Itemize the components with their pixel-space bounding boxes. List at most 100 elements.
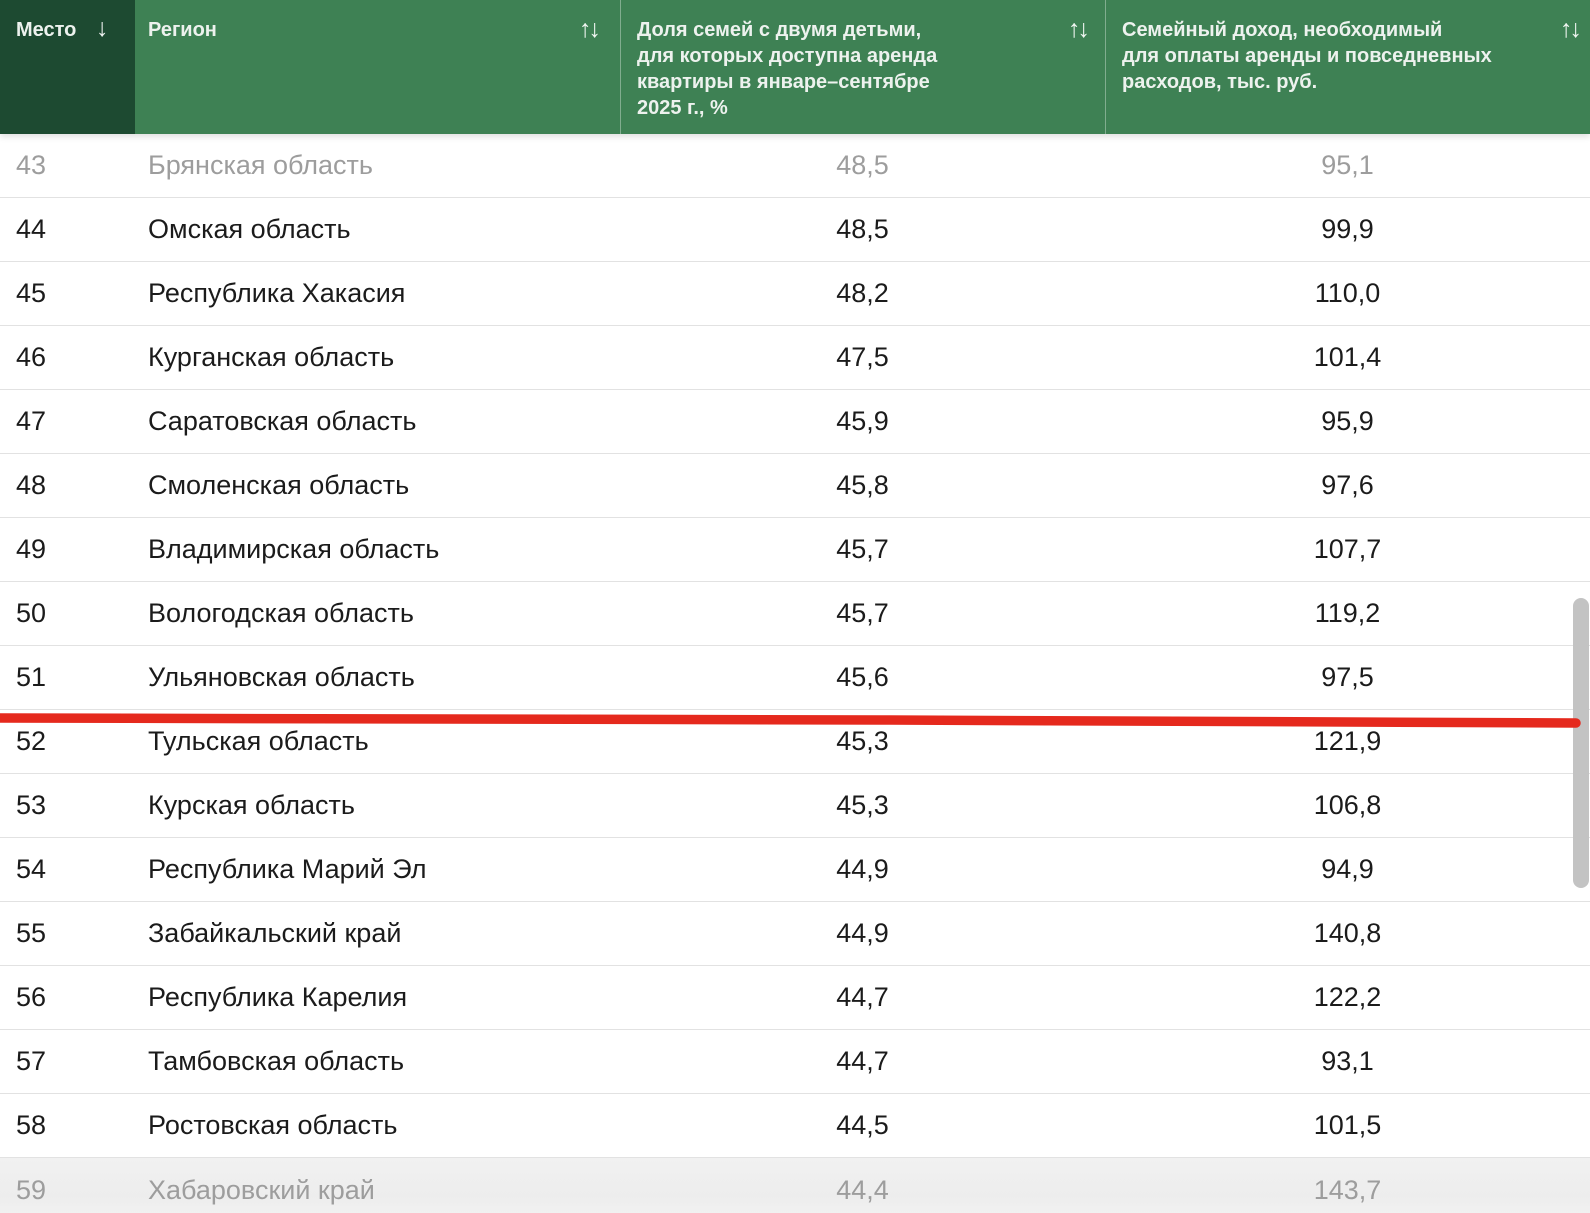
share-cell: 45,7 <box>836 534 889 564</box>
income-cell: 97,6 <box>1321 470 1374 500</box>
rank-cell: 53 <box>16 790 47 820</box>
region-cell: Курская область <box>148 790 355 820</box>
table-row: 48 Смоленская область 45,8 97,6 <box>0 454 1590 518</box>
income-cell: 99,9 <box>1321 214 1374 244</box>
share-cell: 45,3 <box>836 726 889 756</box>
vertical-scrollbar-thumb[interactable] <box>1573 598 1589 888</box>
rank-cell: 59 <box>16 1174 47 1205</box>
rank-cell: 54 <box>16 854 47 884</box>
table-row: 49 Владимирская область 45,7 107,7 <box>0 518 1590 582</box>
region-cell: Тульская область <box>148 726 369 756</box>
region-cell: Саратовская область <box>148 406 417 436</box>
income-cell: 110,0 <box>1314 278 1381 308</box>
region-cell: Республика Хакасия <box>148 278 406 308</box>
sort-descending-icon[interactable]: ↓ <box>96 14 109 42</box>
rank-cell: 57 <box>16 1046 47 1076</box>
table-row: 58 Ростовская область 44,5 101,5 <box>0 1094 1590 1158</box>
share-cell: 44,4 <box>836 1174 889 1205</box>
rank-cell: 49 <box>16 534 47 564</box>
rank-cell: 56 <box>16 982 47 1012</box>
sort-toggle-icon[interactable]: ↑↓ <box>1560 15 1582 43</box>
table-row: 56 Республика Карелия 44,7 122,2 <box>0 966 1590 1030</box>
region-cell: Забайкальский край <box>148 918 402 948</box>
region-cell: Республика Карелия <box>148 982 408 1012</box>
region-cell: Тамбовская область <box>148 1046 405 1076</box>
income-cell: 101,5 <box>1313 1110 1382 1140</box>
column-header-place-label: Место <box>16 19 77 41</box>
column-header-place[interactable]: Место ↓ <box>0 0 135 134</box>
region-cell: Курганская область <box>148 342 395 372</box>
income-cell: 107,7 <box>1313 534 1382 564</box>
region-cell: Хабаровский край <box>148 1174 375 1205</box>
table-row: 59 Хабаровский край 44,4 143,7 <box>0 1158 1590 1213</box>
sort-toggle-icon[interactable]: ↑↓ <box>579 15 601 43</box>
rank-cell: 58 <box>16 1110 47 1140</box>
income-cell: 122,2 <box>1313 982 1382 1012</box>
table-row: 57 Тамбовская область 44,7 93,1 <box>0 1030 1590 1094</box>
table-row: 54 Республика Марий Эл 44,9 94,9 <box>0 838 1590 902</box>
table-row: 47 Саратовская область 45,9 95,9 <box>0 390 1590 454</box>
table-row: 55 Забайкальский край 44,9 140,8 <box>0 902 1590 966</box>
rank-cell: 51 <box>16 662 47 692</box>
income-cell: 106,8 <box>1313 790 1382 820</box>
table-row: 46 Курганская область 47,5 101,4 <box>0 326 1590 390</box>
column-header-income-label: Семейный доход, необходимый для оплаты а… <box>1122 19 1492 93</box>
column-header-share-label: Доля семей с двумя детьми, для которых д… <box>637 19 938 119</box>
share-cell: 45,7 <box>836 598 889 628</box>
income-cell: 93,1 <box>1321 1046 1374 1076</box>
share-cell: 44,5 <box>836 1110 889 1140</box>
column-header-region[interactable]: Регион ↑↓ <box>135 0 620 134</box>
region-cell: Смоленская область <box>148 470 410 500</box>
share-cell: 44,7 <box>836 1046 889 1076</box>
income-cell: 101,4 <box>1313 342 1382 372</box>
share-cell: 48,5 <box>836 214 889 244</box>
table-row: 44 Омская область 48,5 99,9 <box>0 198 1590 262</box>
share-cell: 47,5 <box>836 342 889 372</box>
income-cell: 94,9 <box>1321 854 1374 884</box>
income-cell: 97,5 <box>1321 662 1374 692</box>
table-body: 43 Брянская область 48,5 95,1 44 Омская … <box>0 134 1590 1213</box>
share-cell: 44,9 <box>836 854 889 884</box>
region-cell: Ульяновская область <box>148 662 415 692</box>
share-cell: 45,6 <box>836 662 889 692</box>
table-header-row: Место ↓ Регион ↑↓ Доля семей с двумя дет… <box>0 0 1590 134</box>
share-cell: 44,9 <box>836 918 889 948</box>
table-row: 53 Курская область 45,3 106,8 <box>0 774 1590 838</box>
share-cell: 45,3 <box>836 790 889 820</box>
rank-cell: 48 <box>16 470 47 500</box>
rank-cell: 52 <box>16 726 47 756</box>
rank-cell: 55 <box>16 918 47 948</box>
sort-toggle-icon[interactable]: ↑↓ <box>1068 15 1090 43</box>
region-cell: Брянская область <box>148 150 373 180</box>
region-cell: Владимирская область <box>148 534 440 564</box>
income-cell: 140,8 <box>1313 918 1382 948</box>
income-cell: 95,9 <box>1321 406 1374 436</box>
column-header-region-label: Регион <box>148 19 217 41</box>
share-cell: 45,9 <box>836 406 889 436</box>
share-cell: 48,2 <box>836 278 889 308</box>
region-cell: Вологодская область <box>148 598 414 628</box>
table-row-highlighted: 51 Ульяновская область 45,6 97,5 <box>0 646 1590 710</box>
rank-cell: 47 <box>16 406 47 436</box>
table-row: 50 Вологодская область 45,7 119,2 <box>0 582 1590 646</box>
column-header-income[interactable]: Семейный доход, необходимый для оплаты а… <box>1105 0 1590 134</box>
income-cell: 95,1 <box>1321 150 1374 180</box>
income-cell: 143,7 <box>1313 1174 1382 1205</box>
rank-cell: 43 <box>16 150 47 180</box>
rank-cell: 50 <box>16 598 47 628</box>
share-cell: 45,8 <box>836 470 889 500</box>
rank-cell: 45 <box>16 278 47 308</box>
rank-cell: 46 <box>16 342 47 372</box>
region-cell: Республика Марий Эл <box>148 854 427 884</box>
column-header-share[interactable]: Доля семей с двумя детьми, для которых д… <box>620 0 1105 134</box>
share-cell: 48,5 <box>836 150 889 180</box>
share-cell: 44,7 <box>836 982 889 1012</box>
table-row: 45 Республика Хакасия 48,2 110,0 <box>0 262 1590 326</box>
income-cell: 121,9 <box>1313 726 1382 756</box>
rank-cell: 44 <box>16 214 47 244</box>
table-row: 52 Тульская область 45,3 121,9 <box>0 710 1590 774</box>
region-cell: Омская область <box>148 214 351 244</box>
income-cell: 119,2 <box>1314 598 1381 628</box>
table-row: 43 Брянская область 48,5 95,1 <box>0 134 1590 198</box>
